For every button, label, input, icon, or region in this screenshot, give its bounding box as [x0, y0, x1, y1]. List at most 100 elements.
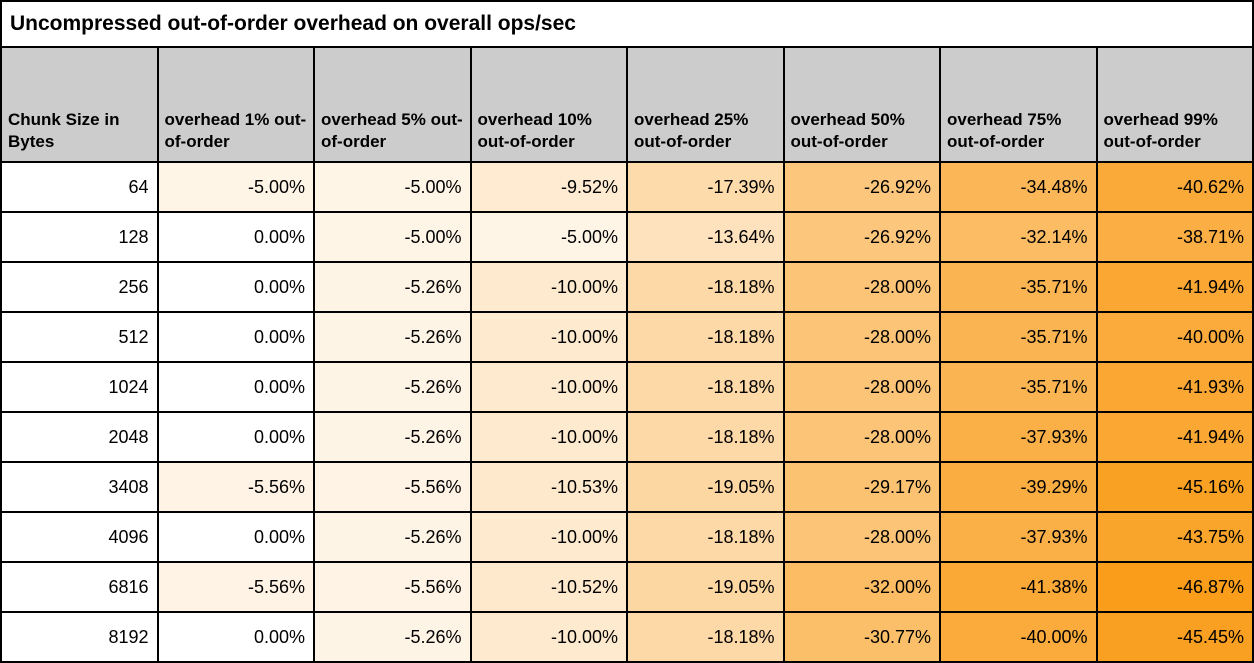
overhead-cell: -18.18%	[626, 511, 785, 563]
overhead-cell: -45.45%	[1095, 611, 1254, 663]
chunk-size-cell: 4096	[0, 511, 159, 563]
overhead-cell: -39.29%	[939, 461, 1098, 513]
chunk-size-cell: 256	[0, 261, 159, 313]
overhead-cell: -5.56%	[156, 561, 315, 613]
table-body: 64 -5.00% -5.00% -9.52% -17.39% -26.92% -34.48…	[0, 161, 1254, 663]
table-row: 2048 0.00% -5.26% -10.00% -18.18% -28.00% -37.…	[0, 411, 1254, 463]
overhead-cell: -5.26%	[313, 511, 472, 563]
title-row: Uncompressed out-of-order overhead on ov…	[0, 0, 1254, 48]
overhead-cell: -5.00%	[313, 161, 472, 213]
column-header-1: overhead 1% out-of-order	[156, 46, 315, 163]
overhead-cell: -29.17%	[782, 461, 941, 513]
overhead-cell: -18.18%	[626, 261, 785, 313]
table-row: 128 0.00% -5.00% -5.00% -13.64% -26.92% -32.14…	[0, 211, 1254, 263]
overhead-cell: -41.94%	[1095, 411, 1254, 463]
overhead-cell: -10.00%	[469, 411, 628, 463]
overhead-cell: -37.93%	[939, 511, 1098, 563]
table-row: 64 -5.00% -5.00% -9.52% -17.39% -26.92% -34.48…	[0, 161, 1254, 213]
header-row: Chunk Size in Bytes overhead 1% out-of-or…	[0, 46, 1254, 163]
overhead-cell: -9.52%	[469, 161, 628, 213]
overhead-cell: -32.00%	[782, 561, 941, 613]
overhead-cell: -5.26%	[313, 261, 472, 313]
overhead-cell: -5.26%	[313, 411, 472, 463]
overhead-cell: -10.52%	[469, 561, 628, 613]
overhead-cell: -5.56%	[156, 461, 315, 513]
overhead-cell: -35.71%	[939, 311, 1098, 363]
overhead-cell: -28.00%	[782, 361, 941, 413]
overhead-cell: -10.00%	[469, 361, 628, 413]
table-row: 3408 -5.56% -5.56% -10.53% -19.05% -29.17% -39…	[0, 461, 1254, 513]
overhead-cell: -28.00%	[782, 411, 941, 463]
chunk-size-cell: 8192	[0, 611, 159, 663]
chunk-size-cell: 6816	[0, 561, 159, 613]
column-header-7: overhead 99% out-of-order	[1095, 46, 1254, 163]
overhead-cell: -13.64%	[626, 211, 785, 263]
chunk-size-cell: 128	[0, 211, 159, 263]
overhead-cell: -30.77%	[782, 611, 941, 663]
overhead-cell: -18.18%	[626, 361, 785, 413]
overhead-cell: -10.53%	[469, 461, 628, 513]
overhead-cell: -45.16%	[1095, 461, 1254, 513]
table-title: Uncompressed out-of-order overhead on ov…	[0, 0, 1254, 48]
overhead-cell: -40.62%	[1095, 161, 1254, 213]
overhead-cell: -40.00%	[939, 611, 1098, 663]
overhead-cell: 0.00%	[156, 511, 315, 563]
table-row: 1024 0.00% -5.26% -10.00% -18.18% -28.00% -35.…	[0, 361, 1254, 413]
overhead-cell: -28.00%	[782, 261, 941, 313]
overhead-cell: -35.71%	[939, 361, 1098, 413]
overhead-cell: -37.93%	[939, 411, 1098, 463]
column-header-6: overhead 75% out-of-order	[939, 46, 1098, 163]
overhead-cell: -17.39%	[626, 161, 785, 213]
overhead-cell: -19.05%	[626, 461, 785, 513]
table-row: 256 0.00% -5.26% -10.00% -18.18% -28.00% -35.7…	[0, 261, 1254, 313]
overhead-cell: -26.92%	[782, 161, 941, 213]
table-row: 6816 -5.56% -5.56% -10.52% -19.05% -32.00% -41…	[0, 561, 1254, 613]
overhead-cell: -43.75%	[1095, 511, 1254, 563]
overhead-cell: -5.56%	[313, 561, 472, 613]
overhead-cell: 0.00%	[156, 311, 315, 363]
chunk-size-cell: 512	[0, 311, 159, 363]
overhead-cell: -41.93%	[1095, 361, 1254, 413]
column-header-2: overhead 5% out-of-order	[313, 46, 472, 163]
chunk-size-cell: 3408	[0, 461, 159, 513]
overhead-cell: -18.18%	[626, 611, 785, 663]
overhead-cell: -32.14%	[939, 211, 1098, 263]
overhead-cell: -5.26%	[313, 311, 472, 363]
overhead-cell: 0.00%	[156, 211, 315, 263]
overhead-cell: -5.00%	[469, 211, 628, 263]
table-row: 512 0.00% -5.26% -10.00% -18.18% -28.00% -35.7…	[0, 311, 1254, 363]
overhead-cell: -26.92%	[782, 211, 941, 263]
overhead-cell: -28.00%	[782, 511, 941, 563]
overhead-cell: -18.18%	[626, 311, 785, 363]
overhead-cell: -38.71%	[1095, 211, 1254, 263]
overhead-cell: -10.00%	[469, 611, 628, 663]
overhead-cell: -5.26%	[313, 361, 472, 413]
overhead-cell: -35.71%	[939, 261, 1098, 313]
overhead-cell: -10.00%	[469, 311, 628, 363]
overhead-cell: -18.18%	[626, 411, 785, 463]
overhead-cell: -10.00%	[469, 511, 628, 563]
overhead-cell: -19.05%	[626, 561, 785, 613]
column-header-0: Chunk Size in Bytes	[0, 46, 159, 163]
overhead-cell: -34.48%	[939, 161, 1098, 213]
overhead-cell: -41.38%	[939, 561, 1098, 613]
overhead-cell: 0.00%	[156, 411, 315, 463]
chunk-size-cell: 1024	[0, 361, 159, 413]
table-row: 8192 0.00% -5.26% -10.00% -18.18% -30.77% -40.…	[0, 611, 1254, 663]
overhead-cell: -28.00%	[782, 311, 941, 363]
overhead-cell: 0.00%	[156, 361, 315, 413]
table-row: 4096 0.00% -5.26% -10.00% -18.18% -28.00% -37.…	[0, 511, 1254, 563]
overhead-cell: -10.00%	[469, 261, 628, 313]
overhead-cell: -46.87%	[1095, 561, 1254, 613]
chunk-size-cell: 64	[0, 161, 159, 213]
overhead-cell: -5.26%	[313, 611, 472, 663]
overhead-cell: 0.00%	[156, 261, 315, 313]
overhead-cell: 0.00%	[156, 611, 315, 663]
overhead-cell: -40.00%	[1095, 311, 1254, 363]
column-header-3: overhead 10% out-of-order	[469, 46, 628, 163]
overhead-cell: -5.00%	[313, 211, 472, 263]
overhead-cell: -5.56%	[313, 461, 472, 513]
overhead-cell: -41.94%	[1095, 261, 1254, 313]
